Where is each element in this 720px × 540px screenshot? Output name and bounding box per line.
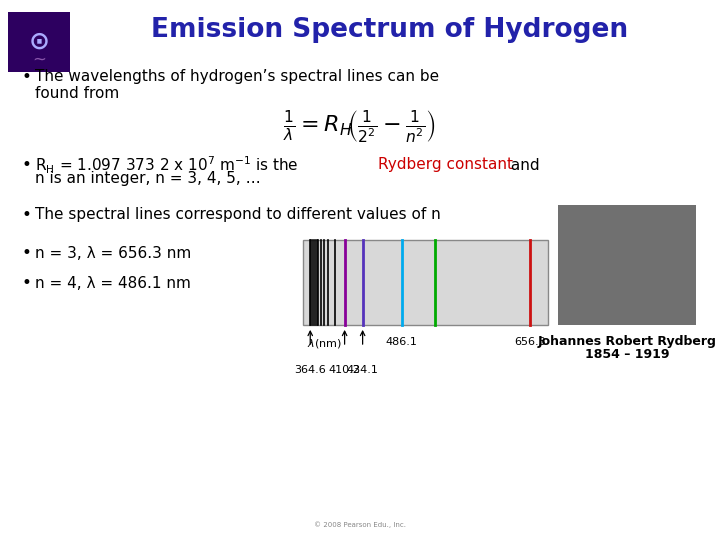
Text: •: •: [22, 68, 32, 86]
Text: •: •: [22, 206, 32, 224]
Text: and: and: [506, 158, 539, 172]
Text: n = 3, λ = 656.3 nm: n = 3, λ = 656.3 nm: [35, 246, 192, 260]
Text: 656.3: 656.3: [514, 337, 546, 347]
Text: Rydberg constant: Rydberg constant: [378, 158, 513, 172]
Text: The wavelengths of hydrogen’s spectral lines can be: The wavelengths of hydrogen’s spectral l…: [35, 70, 439, 84]
Text: ⊙: ⊙: [29, 30, 50, 54]
Text: •: •: [22, 274, 32, 292]
Text: n is an integer, n = 3, 4, 5, …: n is an integer, n = 3, 4, 5, …: [35, 172, 261, 186]
Text: $\lambda$(nm): $\lambda$(nm): [307, 337, 342, 350]
Text: 486.1: 486.1: [386, 337, 418, 347]
Bar: [8, 12, 70, 72]
Text: 364.6: 364.6: [294, 365, 326, 375]
Text: •: •: [22, 244, 32, 262]
Text: The spectral lines correspond to different values of n: The spectral lines correspond to differe…: [35, 207, 441, 222]
Text: •: •: [22, 156, 32, 174]
Text: 410.2: 410.2: [328, 365, 361, 375]
Text: R$_\mathregular{H}$ = 1.097 373 2 x 10$^7$ m$^{-1}$ is the: R$_\mathregular{H}$ = 1.097 373 2 x 10$^…: [35, 154, 300, 176]
Text: found from: found from: [35, 85, 120, 100]
Text: © 2008 Pearson Edu., Inc.: © 2008 Pearson Edu., Inc.: [314, 521, 406, 528]
Text: 1854 – 1919: 1854 – 1919: [585, 348, 670, 361]
Text: 434.1: 434.1: [347, 365, 379, 375]
Text: Emission Spectrum of Hydrogen: Emission Spectrum of Hydrogen: [151, 17, 629, 43]
Bar: [303, 240, 548, 325]
Text: ~: ~: [32, 51, 46, 69]
Text: n = 4, λ = 486.1 nm: n = 4, λ = 486.1 nm: [35, 275, 191, 291]
Text: $\frac{1}{\lambda} = R_H\!\left(\frac{1}{2^2} - \frac{1}{n^2}\right)$: $\frac{1}{\lambda} = R_H\!\left(\frac{1}…: [284, 109, 436, 146]
Text: Johannes Robert Rydberg: Johannes Robert Rydberg: [538, 335, 716, 348]
Bar: [558, 205, 696, 325]
